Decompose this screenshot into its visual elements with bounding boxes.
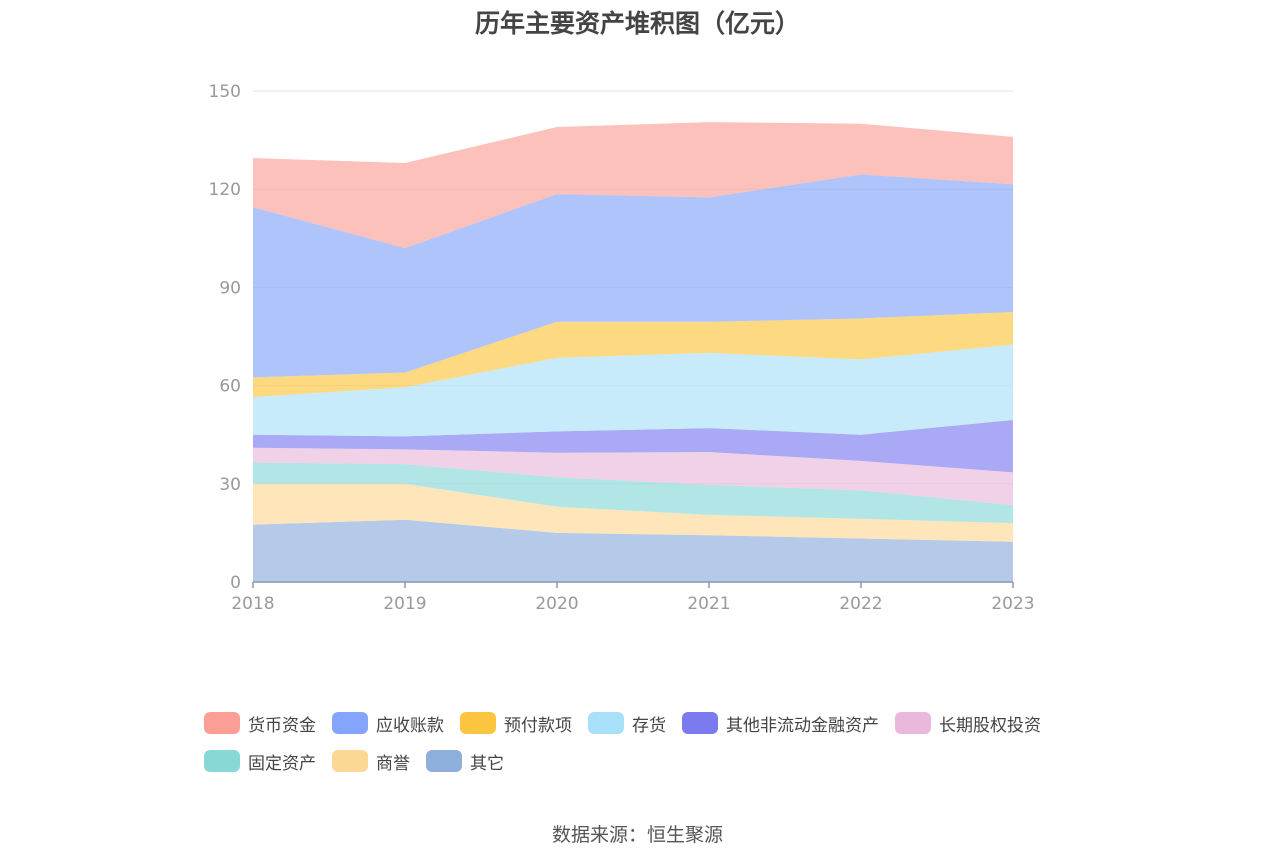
y-tick-label: 60 (219, 377, 241, 397)
area-series (253, 122, 1013, 582)
legend-swatch (332, 712, 368, 734)
area-series-4 (253, 419, 1013, 473)
y-tick-label: 0 (230, 573, 241, 593)
area-series-3 (253, 447, 1013, 506)
area-series-7 (253, 174, 1013, 378)
legend-item[interactable]: 其它 (426, 749, 504, 774)
tick-labels: 0 30 60 90 120 150 2018 2019 2020 2021 2022 2023 (209, 82, 1035, 614)
legend-label: 预付款项 (504, 715, 572, 736)
legend-swatch (895, 712, 931, 734)
x-tick-label: 2020 (535, 594, 578, 614)
legend-item[interactable]: 商誉 (332, 749, 410, 774)
legend-swatch (426, 750, 462, 772)
legend-item[interactable]: 其他非流动金融资产 (682, 711, 879, 736)
x-tick-label: 2022 (839, 594, 882, 614)
area-series-6 (253, 311, 1013, 398)
legend-label: 固定资产 (248, 753, 316, 774)
legend-item[interactable]: 货币资金 (204, 711, 316, 736)
area-series-8 (253, 122, 1013, 249)
y-tick-label: 90 (219, 278, 241, 298)
area-series-1 (253, 483, 1013, 542)
x-tick-label: 2023 (991, 594, 1034, 614)
area-series-0 (253, 519, 1013, 582)
legend-label: 货币资金 (248, 715, 316, 736)
legend-item[interactable]: 长期股权投资 (895, 711, 1041, 736)
x-tick-label: 2021 (687, 594, 730, 614)
x-tick-label: 2018 (231, 594, 274, 614)
area-series-2 (253, 462, 1013, 524)
legend-label: 商誉 (376, 753, 410, 774)
legend-swatch (204, 712, 240, 734)
legend: 货币资金 应收账款 预付款项 存货 其他非流动金融资产 长期股权投资固定资产 商誉 其它 (204, 704, 1104, 780)
legend-row: 固定资产 商誉 其它 (204, 742, 1104, 780)
legend-label: 长期股权投资 (939, 715, 1041, 736)
x-tick-label: 2019 (383, 594, 426, 614)
legend-swatch (332, 750, 368, 772)
legend-label: 存货 (632, 715, 666, 736)
legend-label: 其它 (470, 753, 504, 774)
legend-swatch (204, 750, 240, 772)
legend-swatch (460, 712, 496, 734)
legend-item[interactable]: 存货 (588, 711, 666, 736)
legend-item[interactable]: 预付款项 (460, 711, 572, 736)
y-tick-label: 150 (209, 82, 241, 102)
source-note: 数据来源：恒生聚源 (551, 824, 723, 846)
legend-swatch (588, 712, 624, 734)
legend-item[interactable]: 固定资产 (204, 749, 316, 774)
legend-swatch (682, 712, 718, 734)
legend-label: 应收账款 (376, 715, 444, 736)
legend-row: 货币资金 应收账款 预付款项 存货 其他非流动金融资产 长期股权投资 (204, 704, 1104, 742)
y-tick-label: 30 (219, 475, 241, 495)
legend-label: 其他非流动金融资产 (726, 715, 879, 736)
legend-item[interactable]: 应收账款 (332, 711, 444, 736)
y-tick-label: 120 (209, 180, 241, 200)
axes (252, 581, 1014, 588)
area-series-5 (253, 344, 1013, 437)
chart-title: 历年主要资产堆积图（亿元） (474, 9, 800, 38)
